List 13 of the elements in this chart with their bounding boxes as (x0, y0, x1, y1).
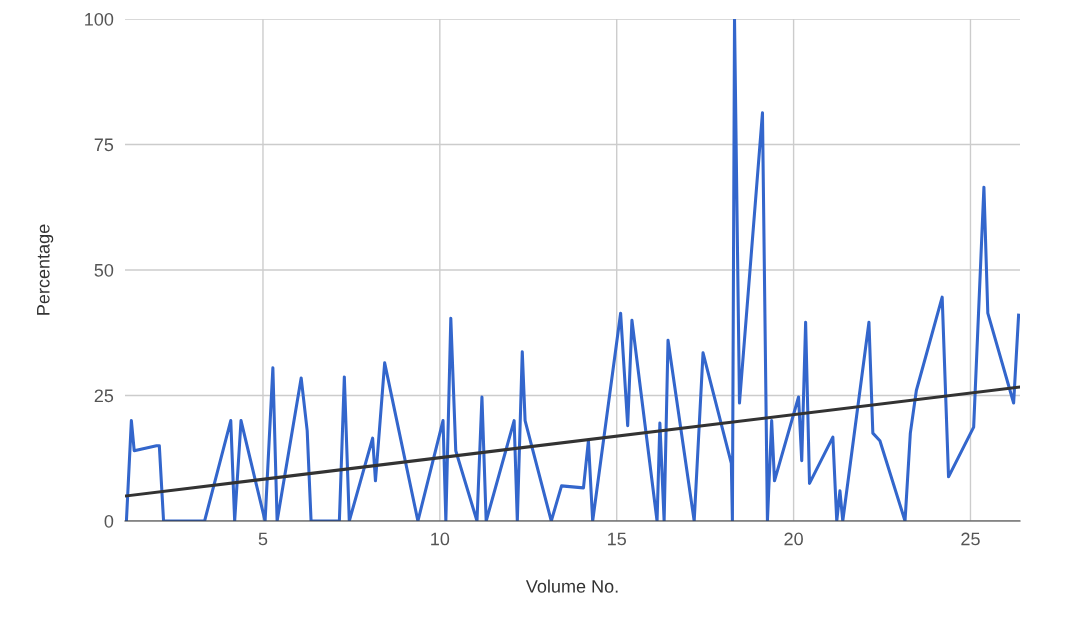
y-tick-label: 75 (94, 138, 114, 152)
x-tick-label: 25 (961, 532, 980, 546)
x-tick-label: 10 (431, 532, 450, 546)
y-tick-label: 50 (94, 263, 114, 277)
y-axis-title: Percentage (37, 224, 54, 315)
x-tick-label: 15 (608, 532, 626, 546)
x-tick-label: 20 (784, 532, 803, 546)
y-tick-label: 25 (94, 389, 114, 403)
y-tick-label: 100 (85, 12, 114, 26)
line-series (125, 19, 1020, 521)
x-axis-title: Volume No. (525, 579, 618, 593)
y-tick-label: 0 (104, 514, 114, 528)
x-tick-label: 5 (258, 532, 268, 546)
